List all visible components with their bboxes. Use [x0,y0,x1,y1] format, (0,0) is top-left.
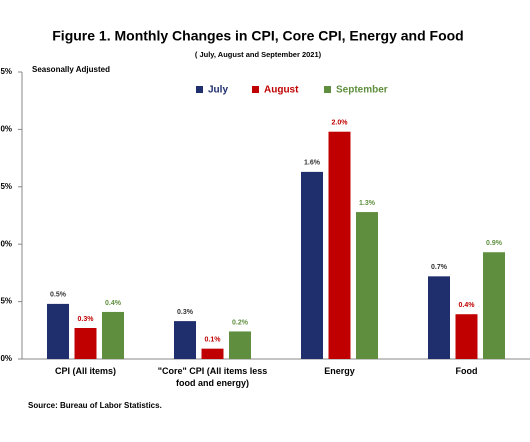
bar [455,314,478,359]
x-tick-label-box: Energy [324,366,355,376]
legend-swatch [196,86,203,93]
legend-swatch [324,86,331,93]
source: Source: Bureau of Labor Statistics. [28,401,162,410]
bar [356,212,378,359]
x-tick-label-box: Food [455,366,478,376]
value-label: 0.2% [232,319,249,326]
y-tick-label: 0.0% [0,354,12,363]
bar [428,276,450,359]
bar [102,311,124,359]
bar [483,252,505,359]
bar [47,303,69,359]
y-tick-label: 2.0% [0,125,12,134]
y-tick-label: 1.5% [0,182,12,191]
chart-title: Figure 1. Monthly Changes in CPI, Core C… [52,28,463,44]
y-tick-label: 1.0% [0,239,12,248]
bar [301,171,323,359]
x-tick-label: "Core" CPI (All items less food and ener… [157,366,268,388]
y-tick-label: 0.5% [0,297,12,306]
bar [201,348,224,359]
x-tick-label: CPI (All items) [54,366,116,376]
value-label: 0.3% [78,316,95,323]
legend-label: September [336,85,388,96]
legend-label: July [208,85,228,96]
bar [328,131,351,359]
x-tick-label: Energy [324,366,355,376]
value-label: 1.6% [304,160,321,167]
value-label: 0.7% [431,264,448,271]
value-label: 0.9% [486,240,503,247]
bar [174,321,196,359]
chart-subtitle: ( July, August and September 2021) [195,50,322,59]
bar [74,328,97,359]
bar [229,331,251,359]
legend-label: August [264,85,299,96]
value-label: 0.3% [177,309,194,316]
y-axis-label: Seasonally Adjusted [32,65,110,74]
x-tick-label: Food [455,366,478,376]
y-tick-label: 2.5% [0,67,12,76]
value-label: 0.4% [459,302,476,309]
value-label: 2.0% [332,120,349,127]
value-label: 0.4% [105,300,122,307]
legend-swatch [252,86,259,93]
value-label: 1.3% [359,200,376,207]
value-label: 0.5% [50,292,67,299]
x-tick-label-box: "Core" CPI (All items less food and ener… [157,366,268,388]
value-label: 0.1% [205,337,222,344]
x-tick-label-box: CPI (All items) [54,366,116,376]
